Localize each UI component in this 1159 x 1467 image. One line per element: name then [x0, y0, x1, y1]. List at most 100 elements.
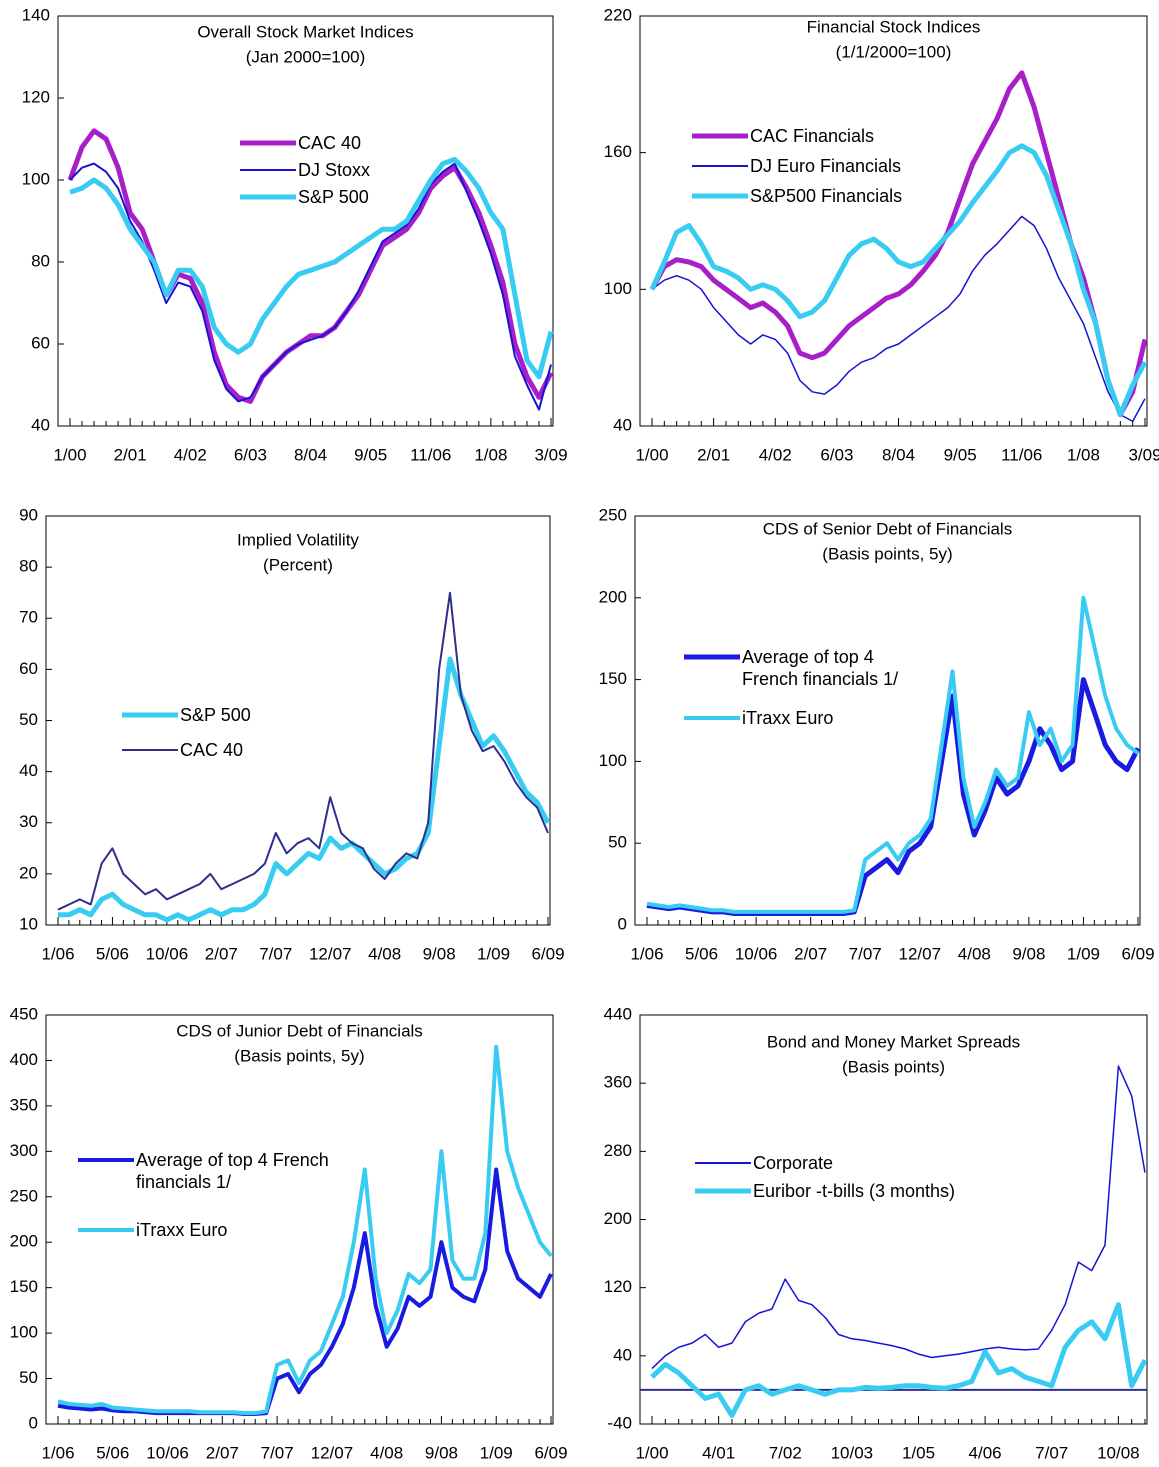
y-tick-label: 0 [29, 1413, 38, 1432]
y-tick-label: 90 [19, 505, 38, 524]
chart-subtitle: (Basis points) [842, 1057, 945, 1076]
y-tick-label: 200 [604, 1209, 632, 1228]
x-tick-label: 5/06 [685, 944, 718, 963]
legend-label: S&P 500 [298, 187, 369, 207]
y-tick-label: 440 [604, 1004, 632, 1023]
y-tick-label: 140 [22, 5, 50, 24]
y-tick-label: 40 [31, 415, 50, 434]
y-tick-label: 150 [10, 1277, 38, 1296]
legend-label: CAC 40 [298, 133, 362, 153]
legend-label: Euribor -t-bills (3 months) [753, 1181, 956, 1201]
plot-frame [639, 15, 1148, 427]
x-tick-label: 2/07 [794, 944, 827, 963]
y-tick-label: 50 [19, 710, 38, 729]
x-tick-label: 4/02 [174, 445, 207, 464]
x-tick-label: 9/05 [354, 445, 387, 464]
x-tick-label: 7/07 [849, 944, 882, 963]
x-tick-label: 4/08 [958, 944, 991, 963]
x-tick-label: 7/07 [259, 944, 292, 963]
y-tick-label: 80 [19, 557, 38, 576]
x-tick-label: 9/08 [425, 1443, 458, 1462]
legend-label: iTraxx Euro [742, 708, 834, 728]
x-tick-label: 1/06 [41, 1443, 74, 1462]
chart-title: CDS of Senior Debt of Financials [763, 519, 1012, 538]
chart-title: Implied Volatility [237, 530, 359, 549]
chart-subtitle: (1/1/2000=100) [836, 42, 952, 61]
x-tick-label: 1/09 [477, 944, 510, 963]
x-tick-label: 12/07 [311, 1443, 354, 1462]
y-tick-label: 40 [19, 761, 38, 780]
y-tick-label: 160 [604, 142, 632, 161]
x-tick-label: 4/01 [702, 1443, 735, 1462]
y-tick-label: 20 [19, 863, 38, 882]
plot-frame [57, 15, 554, 427]
legend-label: S&P500 Financials [750, 186, 903, 206]
y-tick-label: 360 [604, 1073, 632, 1092]
x-tick-label: 1/06 [41, 944, 74, 963]
y-tick-label: 200 [599, 587, 627, 606]
x-tick-label: 1/05 [902, 1443, 935, 1462]
x-tick-label: 12/07 [309, 944, 352, 963]
y-tick-label: 10 [19, 914, 38, 933]
y-tick-label: -40 [607, 1413, 632, 1432]
chart-title: Bond and Money Market Spreads [767, 1032, 1020, 1051]
y-tick-label: 150 [599, 669, 627, 688]
x-tick-label: 9/08 [423, 944, 456, 963]
chart-subtitle: (Percent) [263, 555, 333, 574]
x-tick-label: 8/04 [882, 445, 915, 464]
y-tick-label: 100 [10, 1323, 38, 1342]
x-tick-label: 1/09 [1067, 944, 1100, 963]
series-line [57, 591, 549, 911]
legend-label: iTraxx Euro [136, 1220, 228, 1240]
y-tick-label: 220 [604, 5, 632, 24]
legend-label: Average of top 4 French financials 1/ [136, 1150, 329, 1192]
y-tick-label: 50 [19, 1368, 38, 1387]
chart-subtitle: (Jan 2000=100) [246, 47, 366, 66]
series-line [651, 215, 1146, 423]
legend-label: DJ Stoxx [298, 160, 371, 180]
x-tick-label: 4/08 [370, 1443, 403, 1462]
y-tick-label: 120 [604, 1277, 632, 1296]
chart-subtitle: (Basis points, 5y) [822, 544, 952, 563]
x-tick-label: 1/00 [53, 445, 86, 464]
x-tick-label: 4/02 [759, 445, 792, 464]
x-tick-label: 9/08 [1012, 944, 1045, 963]
chart-title: CDS of Junior Debt of Financials [176, 1021, 423, 1040]
y-tick-label: 80 [31, 251, 50, 270]
legend-label: Average of top 4 French financials 1/ [742, 647, 899, 689]
y-tick-label: 350 [10, 1095, 38, 1114]
x-tick-label: 2/01 [697, 445, 730, 464]
series-line [649, 143, 1148, 418]
y-tick-label: 250 [599, 505, 627, 524]
series-line [67, 128, 554, 404]
x-tick-label: 2/07 [206, 1443, 239, 1462]
y-tick-label: 280 [604, 1141, 632, 1160]
x-tick-label: 6/09 [531, 944, 564, 963]
chart-subtitle: (Basis points, 5y) [234, 1046, 364, 1065]
x-tick-label: 5/06 [96, 1443, 129, 1462]
series-line [69, 157, 554, 380]
x-tick-label: 1/08 [1067, 445, 1100, 464]
legend-label: S&P 500 [180, 705, 251, 725]
x-tick-label: 9/05 [944, 445, 977, 464]
y-tick-label: 400 [10, 1050, 38, 1069]
x-tick-label: 1/06 [630, 944, 663, 963]
x-tick-label: 7/07 [261, 1443, 294, 1462]
x-tick-label: 3/09 [534, 445, 567, 464]
series-line [651, 1065, 1146, 1370]
y-tick-label: 60 [31, 333, 50, 352]
x-tick-label: 10/06 [146, 1443, 189, 1462]
x-tick-label: 10/03 [831, 1443, 874, 1462]
y-tick-label: 200 [10, 1232, 38, 1251]
y-tick-label: 0 [618, 914, 627, 933]
chart-title: Financial Stock Indices [807, 17, 981, 36]
y-tick-label: 250 [10, 1186, 38, 1205]
x-tick-label: 2/01 [114, 445, 147, 464]
x-tick-label: 12/07 [899, 944, 942, 963]
y-tick-label: 60 [19, 659, 38, 678]
y-tick-label: 300 [10, 1141, 38, 1160]
series-line [57, 1044, 553, 1416]
y-tick-label: 450 [10, 1004, 38, 1023]
y-tick-label: 70 [19, 608, 38, 627]
